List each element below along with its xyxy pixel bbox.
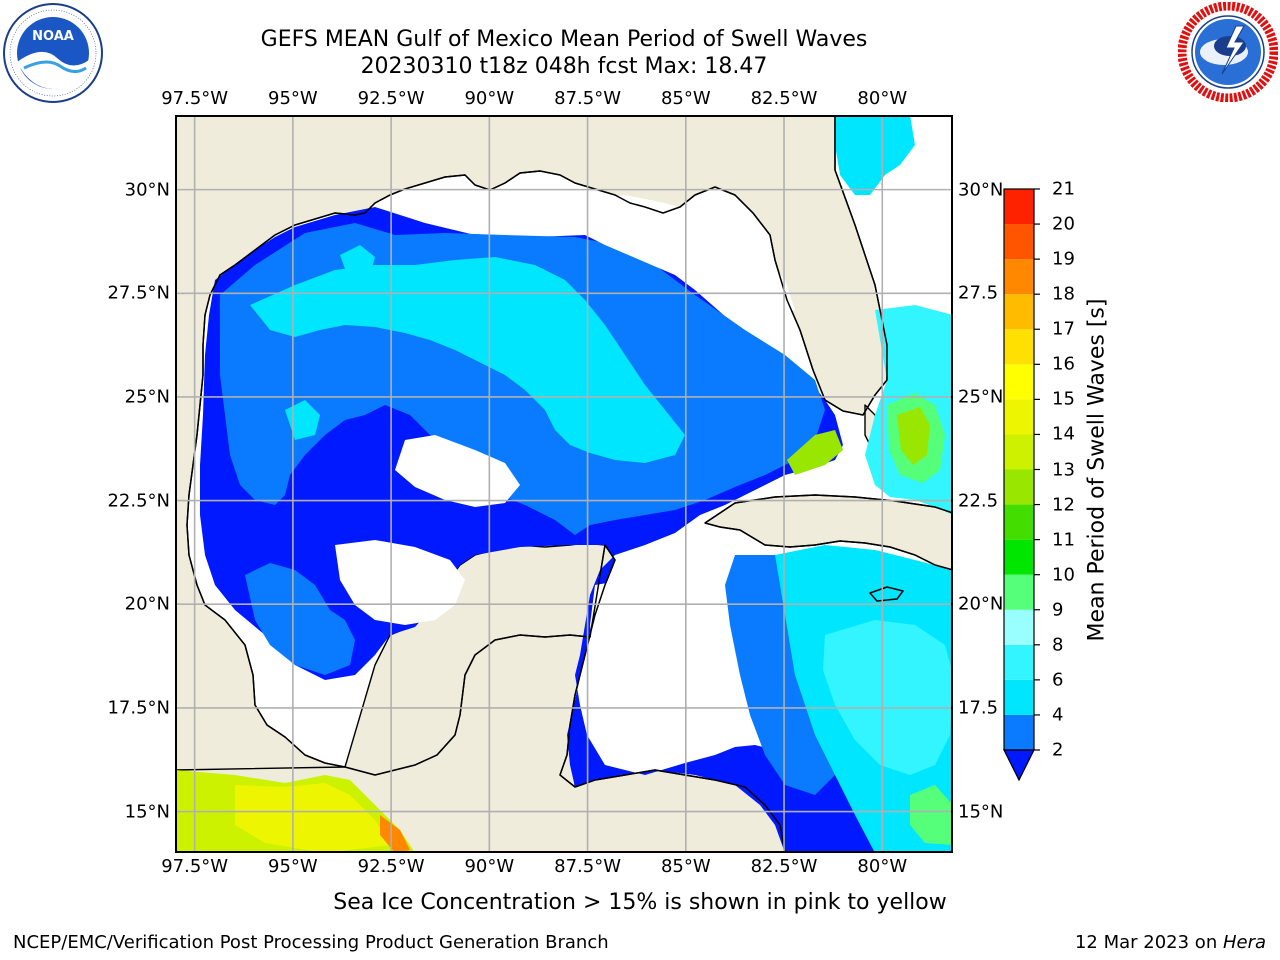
- sea-ice-footnote: Sea Ice Concentration > 15% is shown in …: [333, 890, 947, 915]
- lon-label-bottom: 87.5°W: [554, 856, 622, 877]
- lat-label-right: 22.5: [958, 490, 999, 512]
- colorbar-swatch-13: [1004, 259, 1034, 295]
- colorbar-swatch-0: [1004, 714, 1034, 750]
- lon-label-bottom: 92.5°W: [357, 856, 425, 877]
- colorbar-swatch-12: [1004, 294, 1034, 330]
- lon-label-bottom: 95°W: [268, 856, 318, 877]
- lat-label-left: 30°N: [124, 179, 170, 201]
- lon-label-top: 95°W: [268, 88, 318, 109]
- lon-label-bottom: 90°W: [464, 856, 515, 877]
- noaa-logo-text: NOAA: [32, 29, 74, 44]
- credit-host: Hera: [1222, 932, 1266, 953]
- colorbar-swatch-9: [1004, 399, 1034, 435]
- colorbar-tick-label: 21: [1052, 178, 1075, 200]
- lat-label-left: 15°N: [124, 801, 170, 823]
- graticule: [175, 115, 953, 853]
- colorbar-tick-label: 9: [1052, 599, 1064, 621]
- lat-label-right: 30°N: [958, 179, 1004, 201]
- credit-date-text: 12 Mar 2023 on: [1074, 932, 1223, 953]
- chart-title: GEFS MEAN Gulf of Mexico Mean Period of …: [260, 27, 868, 52]
- field-2-4-southwest: [245, 563, 355, 675]
- lat-label-right: 15°N: [958, 801, 1004, 823]
- colorbar-tick-label: 6: [1052, 669, 1064, 691]
- white-hole-3: [590, 580, 680, 683]
- coastline-jamaica: [869, 586, 904, 602]
- field-4-6-gulf-core: [250, 257, 685, 463]
- lat-label-left: 22.5°N: [107, 490, 170, 512]
- field-pacific-peak: [235, 783, 390, 853]
- field-6-8-caribbean: [823, 620, 953, 775]
- lat-label-right: 20°N: [958, 593, 1004, 615]
- map-frame: [175, 115, 953, 853]
- field-4-6-west: [285, 400, 320, 440]
- noaa-logo: NOAA: [3, 3, 103, 103]
- colorbar-swatch-14: [1004, 224, 1034, 260]
- colorbar-tick-label: 20: [1052, 213, 1075, 235]
- colorbar-tick-label: 18: [1052, 283, 1075, 305]
- lon-label-top: 92.5°W: [357, 88, 425, 109]
- lon-label-top: 90°W: [464, 88, 515, 109]
- colorbar-tick-label: 12: [1052, 494, 1075, 516]
- lon-label-top: 97.5°W: [161, 88, 229, 109]
- colorbar-swatch-15: [1004, 189, 1034, 225]
- colorbar-tick-label: 4: [1052, 704, 1064, 726]
- colorbar-tick-label: 13: [1052, 459, 1075, 480]
- colorbar-tick-label: 15: [1052, 388, 1075, 410]
- coastline-us: [202, 115, 888, 416]
- colorbar-swatch-7: [1004, 469, 1034, 505]
- colorbar-swatch-10: [1004, 364, 1034, 400]
- colorbar-swatch-11: [1004, 329, 1034, 365]
- lon-label-bottom: 85°W: [660, 856, 711, 877]
- field-pacific-orange: [380, 815, 410, 853]
- colorbar-tick-label: 16: [1052, 353, 1075, 375]
- colorbar-tick-label: 8: [1052, 634, 1064, 656]
- colorbar-swatch-4: [1004, 574, 1034, 610]
- nws-logo: [1178, 2, 1278, 102]
- colorbar-swatch-8: [1004, 434, 1034, 470]
- colorbar-tick-label: 19: [1052, 248, 1075, 270]
- field-4-6-islands: [340, 245, 375, 283]
- field-2-4-caribbean: [725, 555, 835, 795]
- colorbar-swatch-6: [1004, 504, 1034, 540]
- field-12-14-bahamas: [897, 407, 930, 465]
- lon-label-bottom: 82.5°W: [750, 856, 818, 877]
- colorbar-tick-label: 11: [1052, 529, 1075, 551]
- field-12-14-florida-strait: [787, 430, 843, 475]
- swell-period-field: [175, 115, 953, 853]
- lon-label-top: 85°W: [660, 88, 711, 109]
- colorbar: [1003, 188, 1040, 782]
- lat-label-left: 27.5°N: [107, 282, 170, 304]
- field-4-6-atlantic-north: [835, 115, 915, 195]
- colorbar-swatch-5: [1004, 539, 1034, 575]
- white-hole-north: [555, 195, 795, 315]
- colorbar-tick-label: 17: [1052, 318, 1075, 340]
- lon-label-bottom: 97.5°W: [161, 856, 229, 877]
- colorbar-tick-label: 14: [1052, 423, 1075, 445]
- swell-period-map: [175, 115, 953, 853]
- lon-label-top: 82.5°W: [750, 88, 818, 109]
- colorbar-under-arrow: [1003, 749, 1035, 782]
- lon-label-top: 80°W: [857, 88, 908, 109]
- credit-branch: NCEP/EMC/Verification Post Processing Pr…: [13, 932, 609, 953]
- colorbar-tick-label: 2: [1052, 739, 1064, 761]
- lat-label-left: 20°N: [124, 593, 170, 615]
- lon-label-bottom: 80°W: [857, 856, 908, 877]
- colorbar-swatch-1: [1004, 679, 1034, 715]
- lat-label-right: 17.5: [958, 697, 999, 719]
- lat-label-left: 25°N: [124, 386, 170, 408]
- lon-label-top: 87.5°W: [554, 88, 622, 109]
- lat-label-right: 25°N: [958, 386, 1004, 408]
- colorbar-swatch-3: [1004, 609, 1034, 645]
- credit-date: 12 Mar 2023 on Hera: [1075, 932, 1266, 953]
- coastline-cuba: [704, 494, 953, 571]
- chart-subtitle: 20230310 t18z 048h fcst Max: 18.47: [360, 54, 768, 79]
- colorbar-swatch-2: [1004, 644, 1034, 680]
- colorbar-label: Mean Period of Swell Waves [s]: [1084, 298, 1110, 642]
- colorbar-tick-label: 10: [1052, 564, 1075, 586]
- lat-label-left: 17.5°N: [107, 697, 170, 719]
- lat-label-right: 27.5: [958, 282, 999, 304]
- field-9-12-caribbean-se: [910, 785, 953, 845]
